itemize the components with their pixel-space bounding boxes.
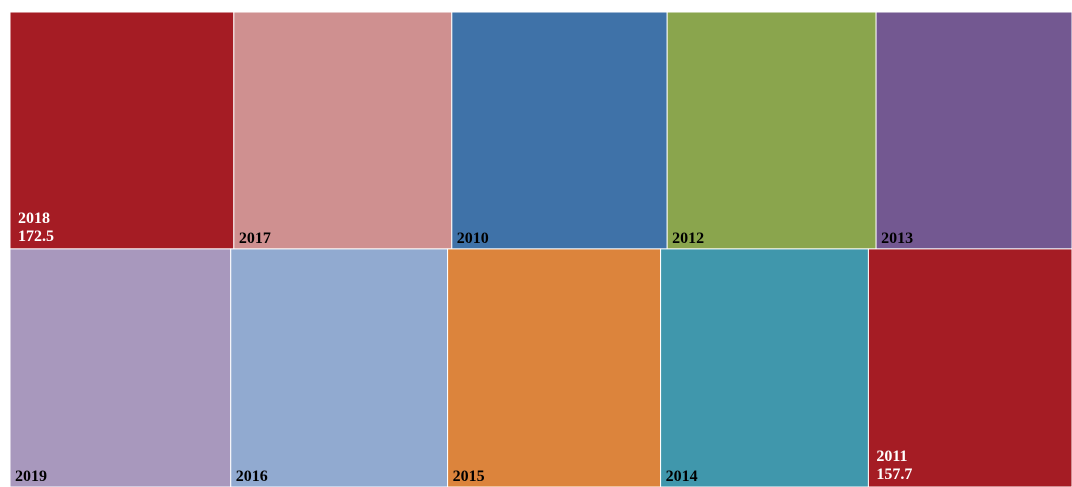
tile-label: 2016	[236, 468, 268, 485]
treemap-tile	[867, 248, 1072, 487]
tile-label: 2015	[453, 468, 485, 485]
treemap-tile	[875, 11, 1072, 250]
tile-label: 2019	[15, 468, 47, 485]
treemap-tile	[451, 11, 668, 250]
tile-label: 2010	[457, 230, 489, 247]
tile-label: 2012	[672, 230, 704, 247]
treemap-tile	[233, 11, 453, 250]
treemap-tile	[666, 11, 877, 250]
value-label: 172.5	[18, 228, 54, 245]
tile-label: 2017	[239, 230, 271, 247]
treemap-tile	[9, 248, 232, 487]
tile-label: 2013	[881, 230, 913, 247]
tile-label: 2014	[666, 468, 698, 485]
treemap-tile	[660, 248, 869, 487]
tile-label: 2018	[18, 210, 50, 227]
treemap-tile	[447, 248, 662, 487]
tile-label: 2011	[876, 448, 907, 465]
value-label: 157.7	[876, 466, 912, 483]
treemap-tile	[9, 11, 235, 250]
treemap-tile	[230, 248, 449, 487]
